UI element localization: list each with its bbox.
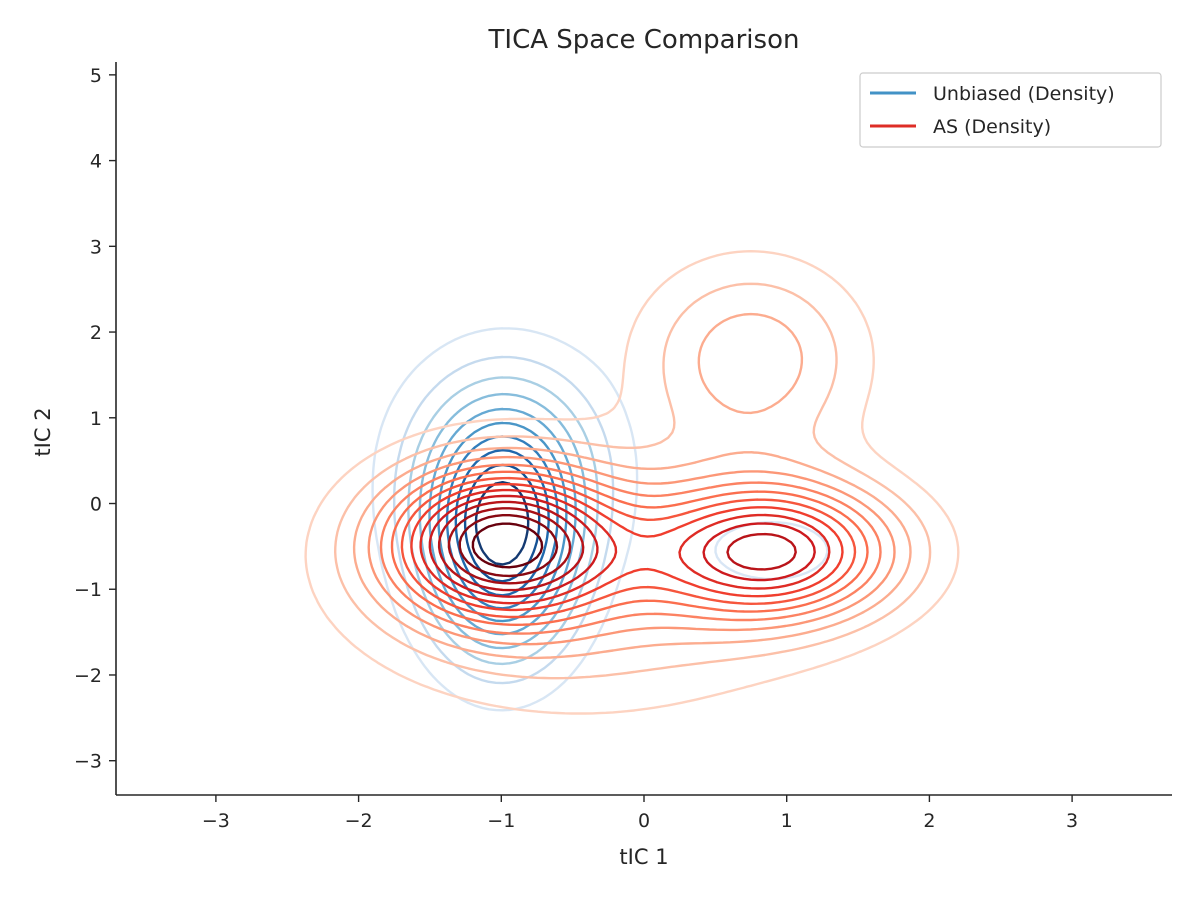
contour-level-line bbox=[428, 494, 816, 598]
chart-title: TICA Space Comparison bbox=[488, 25, 800, 55]
y-tick-label: 2 bbox=[90, 322, 102, 344]
contour-layer bbox=[304, 250, 960, 715]
legend-label-as: AS (Density) bbox=[933, 116, 1051, 138]
contour-level-line bbox=[419, 488, 831, 605]
contour-level-line bbox=[390, 470, 869, 626]
contour-level-line bbox=[447, 507, 572, 585]
x-tick-label: 2 bbox=[923, 810, 935, 832]
y-tick-label: 3 bbox=[90, 236, 102, 258]
axes bbox=[115, 62, 1172, 796]
contour-level-line bbox=[400, 476, 857, 619]
legend-box bbox=[859, 72, 1162, 148]
y-axis-label: tIC 2 bbox=[31, 407, 55, 456]
y-tick-label: 5 bbox=[90, 65, 102, 87]
y-tick-label: −2 bbox=[74, 665, 102, 687]
contour-level-line bbox=[458, 514, 559, 578]
contour-level-line bbox=[471, 522, 544, 569]
x-tick-label: −2 bbox=[345, 810, 373, 832]
contour-level-line bbox=[410, 483, 844, 612]
contour-level-line bbox=[379, 463, 882, 635]
y-tick-label: −3 bbox=[74, 751, 102, 773]
y-tick-label: 1 bbox=[90, 408, 102, 430]
legend-label-unbiased: Unbiased (Density) bbox=[933, 83, 1115, 105]
y-ticks: −3 −2 −1 0 1 2 3 4 5 bbox=[74, 65, 116, 773]
y-tick-label: 0 bbox=[90, 494, 102, 516]
x-axis-label: tIC 1 bbox=[619, 845, 668, 869]
contour-level-line bbox=[437, 500, 797, 592]
x-ticks: −3 −2 −1 0 1 2 3 bbox=[202, 795, 1078, 832]
x-tick-label: 3 bbox=[1066, 810, 1078, 832]
x-tick-label: −1 bbox=[487, 810, 515, 832]
x-tick-label: 1 bbox=[781, 810, 793, 832]
x-tick-label: −3 bbox=[202, 810, 230, 832]
contour-level-line bbox=[367, 455, 896, 646]
y-tick-label: −1 bbox=[74, 579, 102, 601]
legend: Unbiased (Density) AS (Density) bbox=[859, 72, 1162, 148]
contour-level-line bbox=[304, 250, 960, 715]
y-tick-label: 4 bbox=[90, 151, 102, 173]
x-tick-label: 0 bbox=[638, 810, 650, 832]
contour-level-line bbox=[334, 282, 932, 680]
contour-level-line bbox=[352, 312, 912, 660]
contour-series-as bbox=[304, 250, 960, 715]
